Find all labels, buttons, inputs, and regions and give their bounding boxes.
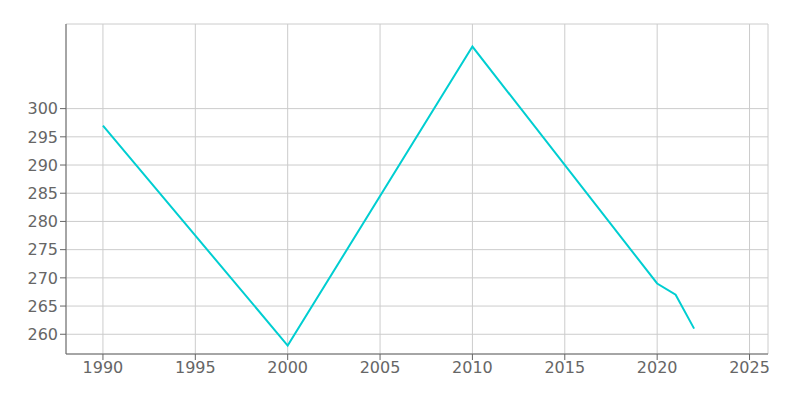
svg-text:275: 275	[27, 240, 58, 259]
svg-text:1995: 1995	[175, 358, 216, 377]
svg-text:280: 280	[27, 212, 58, 231]
svg-text:2020: 2020	[637, 358, 678, 377]
svg-text:2025: 2025	[729, 358, 770, 377]
svg-text:295: 295	[27, 128, 58, 147]
svg-text:2005: 2005	[360, 358, 401, 377]
svg-text:265: 265	[27, 297, 58, 316]
svg-text:1990: 1990	[83, 358, 124, 377]
svg-text:260: 260	[27, 325, 58, 344]
svg-text:2010: 2010	[452, 358, 493, 377]
svg-text:290: 290	[27, 156, 58, 175]
svg-text:300: 300	[27, 99, 58, 118]
svg-text:270: 270	[27, 269, 58, 288]
svg-text:285: 285	[27, 184, 58, 203]
svg-text:2015: 2015	[544, 358, 585, 377]
svg-text:2000: 2000	[267, 358, 308, 377]
